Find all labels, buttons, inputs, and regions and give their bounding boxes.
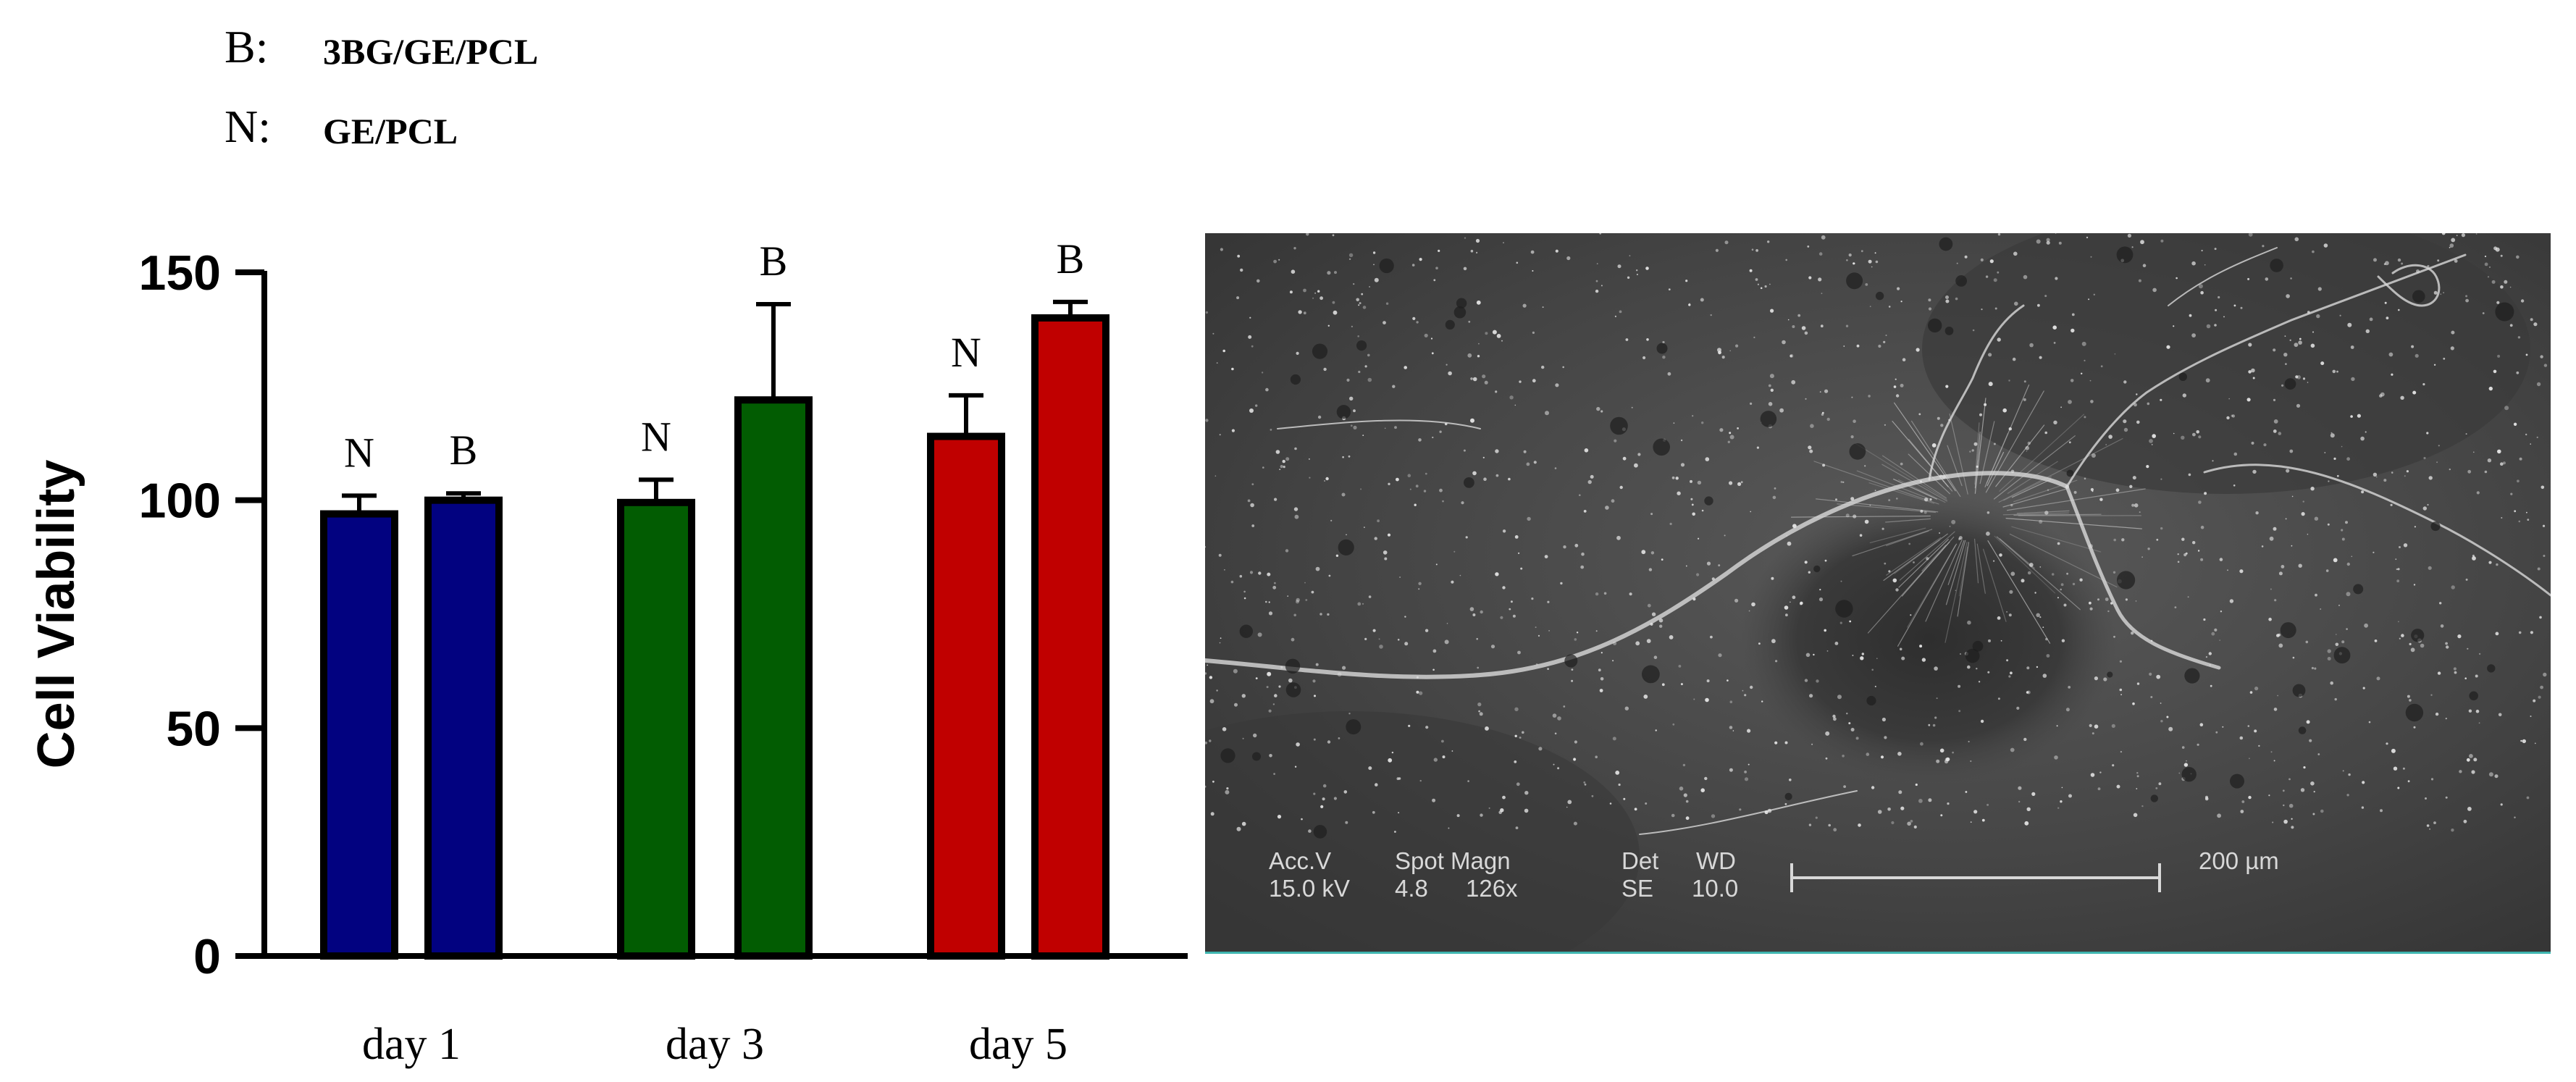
sem-value-magn: 126x [1466,875,1518,902]
sem-value-spot: 4.8 [1395,875,1428,902]
bar-day1-B [424,496,503,960]
sem-image: Acc.V Spot Magn Det WD 15.0 kV 4.8 126x … [1205,233,2551,952]
y-tick-label: 150 [139,246,221,301]
bar-annotation: B [1057,235,1085,282]
sem-label-wd: WD [1696,847,1736,874]
y-tick-label: 0 [193,929,221,984]
legend-key-b: B: [225,21,269,72]
sem-info-bar: Acc.V Spot Magn Det WD 15.0 kV 4.8 126x … [1269,847,2279,902]
bar-annotation: N [641,413,671,460]
bar-annotation: N [951,329,981,376]
x-tick-label: day 5 [969,1020,1067,1069]
legend-key-n: N: [225,101,271,152]
sem-value-det: SE [1621,875,1653,902]
y-tick-label: 100 [139,474,221,529]
x-tick-label: day 1 [362,1020,461,1069]
y-axis-title: Cell Viability [28,460,85,769]
bar-day5-N [927,432,1005,960]
bar-annotation: N [344,429,374,476]
bar-day3-N [617,498,695,960]
bar-annotation: B [760,238,788,285]
legend-desc-n: GE/PCL [323,111,458,151]
sem-label-det: Det [1621,847,1658,874]
bar-day1-N [320,510,398,960]
legend-desc-b: 3BG/GE/PCL [323,31,539,72]
sem-value-kv: 15.0 kV [1269,875,1350,902]
bar-day5-B [1031,314,1109,960]
x-tick-label: day 3 [666,1020,764,1069]
sem-value-wd: 10.0 [1692,875,1738,902]
sem-label-spot-magn: Spot Magn [1395,847,1511,874]
sem-micrograph: Acc.V Spot Magn Det WD 15.0 kV 4.8 126x … [1205,233,2551,954]
y-tick-label: 50 [166,701,221,756]
sem-scale-label: 200 µm [2199,847,2279,874]
bar-annotation: B [450,427,478,474]
bar-day3-B [734,396,813,960]
sem-label-accv: Acc.V [1269,847,1331,874]
